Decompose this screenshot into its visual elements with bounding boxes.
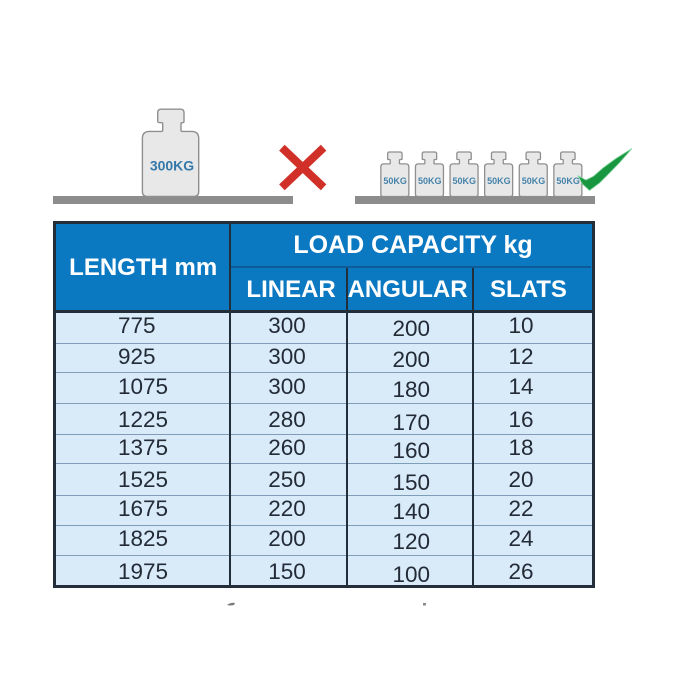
svg-text:300KG: 300KG xyxy=(150,158,194,174)
svg-text:50KG: 50KG xyxy=(522,176,546,186)
svg-text:50KG: 50KG xyxy=(556,176,580,186)
svg-text:50KG: 50KG xyxy=(383,176,407,186)
svg-text:50KG: 50KG xyxy=(487,176,511,186)
svg-text:50KG: 50KG xyxy=(453,176,477,186)
svg-text:50KG: 50KG xyxy=(418,176,442,186)
